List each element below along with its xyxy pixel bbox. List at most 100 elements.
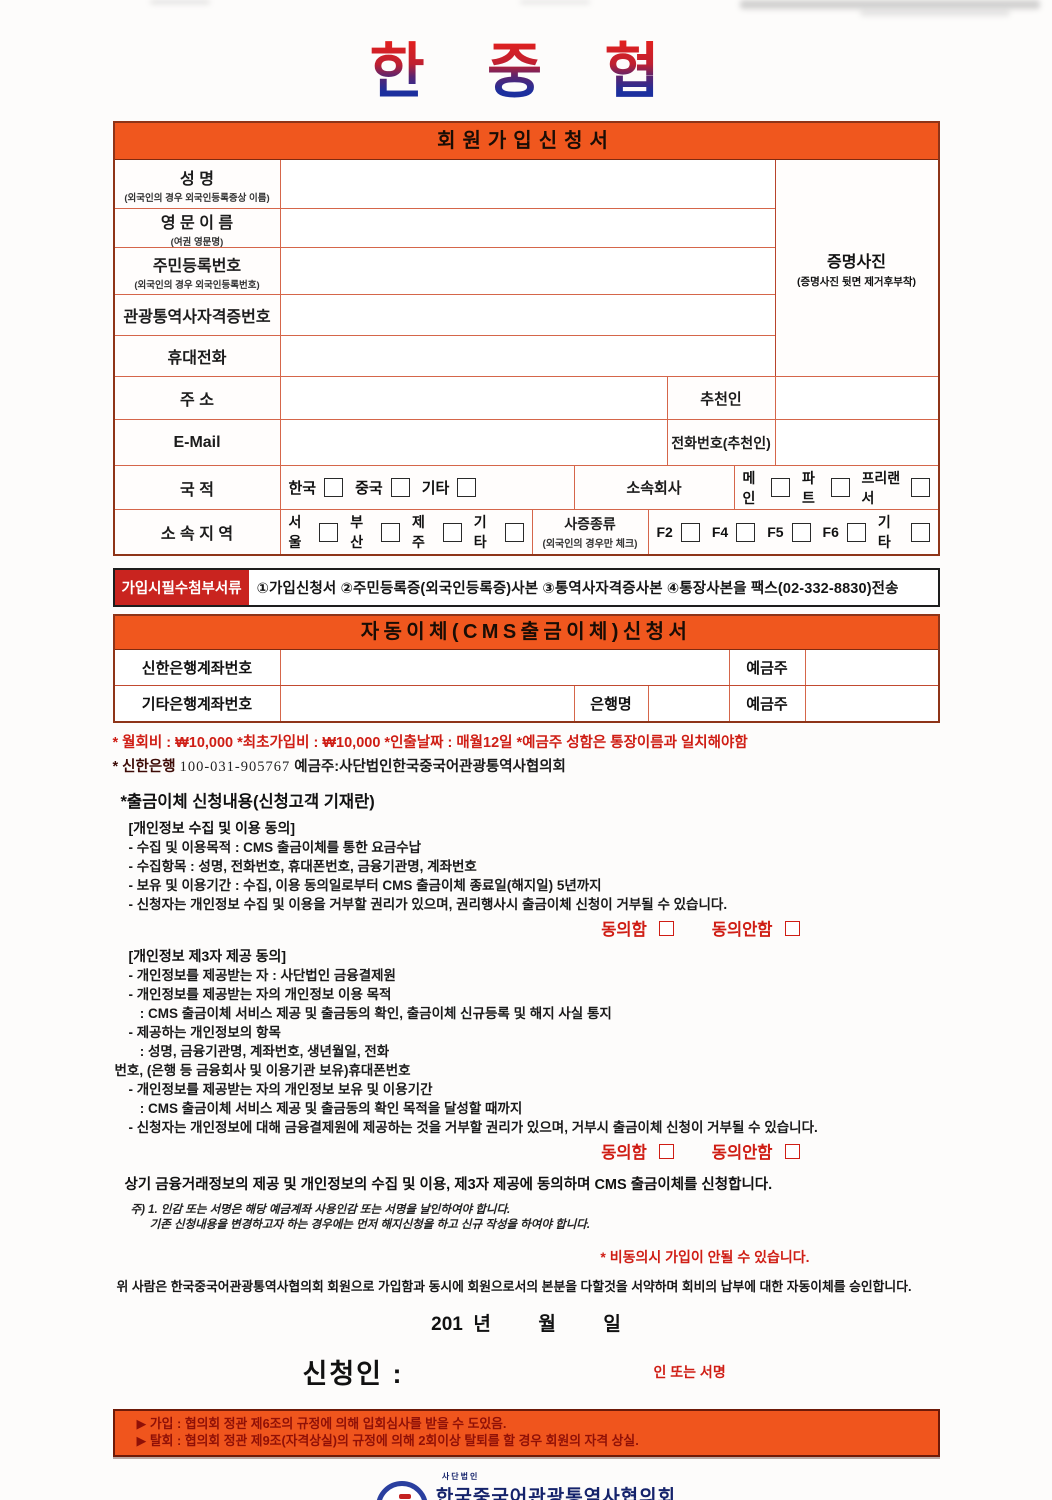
english-name-field[interactable] [279, 209, 775, 247]
rule-withdraw: ▶ 탈회 : 협의회 정관 제9조(자격상실)의 규정에 의해 2회이상 탈퇴를… [136, 1432, 639, 1448]
nationality-label: 국 적 [180, 481, 214, 499]
signature-row: 신청인 : 인 또는 서명 [113, 1352, 940, 1391]
license-number-field[interactable] [279, 295, 775, 335]
visa-etc-label: 기타 [877, 514, 891, 550]
visa-type-note: (외국인의 경우만 체크) [542, 539, 638, 550]
resident-number-row: 주민등록번호 (외국인의 경우 외국인등록번호) [114, 247, 775, 294]
resident-number-field[interactable] [279, 248, 775, 294]
company-freelancer-checkbox[interactable] [910, 478, 930, 497]
visa-f2-label: F2 [656, 524, 673, 540]
page-title: 한 중 협 [0, 40, 1052, 103]
company-part-checkbox[interactable] [830, 478, 850, 497]
name-label: 성 명 [180, 170, 214, 188]
name-sublabel: (외국인의 경우 외국인등록증상 이름) [124, 192, 270, 204]
photo-box[interactable]: 증명사진 (증명사진 뒷면 제거후부착) [774, 160, 938, 376]
nationality-kr-checkbox[interactable] [324, 478, 344, 497]
visa-f4-checkbox[interactable] [736, 522, 756, 542]
visa-f6-checkbox[interactable] [846, 522, 866, 542]
akct-logo: AKCT [375, 1480, 428, 1500]
license-number-row: 관광통역사자격증번호 [114, 294, 775, 335]
resident-number-sublabel: (외국인의 경우 외국인등록번호) [134, 279, 260, 291]
company-part-label: 파트 [802, 469, 815, 506]
collect-agree-checkbox[interactable] [658, 920, 674, 936]
bank-name-label: 은행명 [573, 686, 648, 721]
collect-disagree-label: 동의안함 [711, 921, 773, 939]
membership-table-header: 회원가입신청서 [114, 123, 938, 160]
referrer-phone-field[interactable] [774, 420, 938, 465]
cms-table-header: 자동이체(CMS출금이체)신청서 [114, 616, 938, 650]
company-main-label: 메인 [742, 469, 756, 506]
referrer-field[interactable] [774, 377, 938, 419]
fee-note: * 월회비 : ₩10,000 *최초가입비 : ₩10,000 *인출날짜 :… [112, 735, 748, 751]
association-account-holder: 예금주:사단법인한국중국어관광통역사협의회 [294, 759, 566, 775]
applicant-label: 신청인 : [302, 1359, 404, 1389]
third-party-line: - 개인정보를 제공받는 자의 개인정보 이용 목적 [128, 987, 392, 1002]
company-main-checkbox[interactable] [771, 478, 790, 497]
photo-box-title: 증명사진 [827, 253, 886, 271]
privacy-collect-consent: [개인정보 수집 및 이용 동의] - 수집 및 이용목적 : CMS 출금이체… [113, 819, 940, 914]
region-row: 소 속 지 역 서울 부산 제주 기타 사증종류 (외국인의 경우만 체크) F… [114, 509, 938, 554]
resident-number-label: 주민등록번호 [152, 257, 242, 275]
visa-f2-checkbox[interactable] [680, 522, 700, 542]
organization-footer: AKCT 사단법인 한국중국어관광통역사협의회 The Alliance of … [113, 1471, 940, 1500]
shinhan-account-field[interactable] [279, 650, 729, 685]
other-holder-field[interactable] [804, 686, 938, 721]
address-field[interactable] [279, 377, 667, 419]
collect-disagree-checkbox[interactable] [784, 920, 800, 936]
org-name-korean: 한국중국어관광통역사협의회 [436, 1482, 676, 1500]
collect-consent-title: [개인정보 수집 및 이용 동의] [128, 820, 296, 836]
region-seoul-checkbox[interactable] [319, 522, 339, 542]
third-party-line: : CMS 출금이체 서비스 제공 및 출금동의 확인, 출금이체 신규등록 및… [128, 1006, 612, 1021]
visa-type-label: 사증종류 [564, 516, 616, 532]
other-account-label: 기타은행계좌번호 [141, 696, 253, 713]
mobile-field[interactable] [279, 336, 775, 376]
company-label: 소속회사 [626, 480, 682, 497]
other-account-row: 기타은행계좌번호 은행명 예금주 [114, 685, 938, 721]
third-party-disagree-label: 동의안함 [711, 1144, 773, 1162]
third-party-disagree-checkbox[interactable] [784, 1143, 800, 1159]
scan-artifact [860, 10, 1010, 16]
shinhan-holder-field[interactable] [804, 650, 938, 685]
region-jeju-checkbox[interactable] [442, 522, 462, 542]
region-busan-label: 부산 [350, 514, 364, 550]
third-party-line: - 개인정보를 제공받는 자 : 사단법인 금융결제원 [128, 968, 396, 983]
third-party-agree-label: 동의함 [601, 1144, 647, 1162]
other-holder-label: 예금주 [728, 686, 805, 721]
membership-pledge: 위 사람은 한국중국어관광통역사협의회 회원으로 가입함과 동시에 회원으로서의… [116, 1279, 912, 1294]
bank-name-field[interactable] [647, 686, 729, 721]
cms-table: 자동이체(CMS출금이체)신청서 신한은행계좌번호 예금주 기타은행계좌번호 은… [112, 614, 940, 723]
attachment-notice-label: 가입시필수첨부서류 [114, 570, 249, 605]
other-account-field[interactable] [279, 686, 574, 721]
third-party-agree-checkbox[interactable] [658, 1143, 674, 1159]
third-party-line: : CMS 출금이체 서비스 제공 및 출금동의 확인 목적을 달성할 때까지 [128, 1101, 523, 1116]
seal-note-1: 주) 1. 인감 또는 서명은 해당 예금계좌 사용인감 또는 서명을 날인하여… [130, 1204, 511, 1216]
visa-f5-checkbox[interactable] [791, 522, 811, 542]
membership-table: 회원가입신청서 성 명 (외국인의 경우 외국인등록증상 이름) 영 문 이 름 [112, 121, 940, 556]
visa-etc-checkbox[interactable] [910, 522, 930, 542]
name-field[interactable] [279, 160, 775, 208]
scan-artifact [150, 0, 210, 4]
third-party-consent-title: [개인정보 제3자 제공 동의] [128, 948, 287, 964]
logo-red-accent [398, 1493, 411, 1499]
english-name-label: 영 문 이 름 [160, 214, 234, 232]
english-name-row: 영 문 이 름 (여권 영문명) [114, 208, 775, 248]
association-bank: * 신한은행 [112, 759, 176, 775]
nationality-cn-checkbox[interactable] [390, 478, 410, 497]
third-party-line: - 제공하는 개인정보의 항목 [128, 1025, 281, 1040]
visa-f5-label: F5 [767, 524, 784, 540]
association-account-line: * 신한은행 100-031-905767 예금주:사단법인한국중국어관광통역사… [113, 755, 940, 776]
seal-note-2: 기존 신청내용을 변경하고자 하는 경우에는 먼저 해지신청을 하고 신규 작성… [130, 1219, 591, 1231]
email-field[interactable] [279, 420, 667, 465]
scan-artifact [520, 0, 590, 4]
region-busan-checkbox[interactable] [381, 522, 400, 542]
nationality-etc-checkbox[interactable] [457, 478, 477, 497]
visa-f4-label: F4 [711, 524, 729, 540]
region-etc-checkbox[interactable] [504, 522, 524, 542]
nationality-cn-label: 중국 [355, 480, 383, 497]
third-party-line: : 성명, 금융기관명, 계좌번호, 생년월일, 전화 [128, 1044, 390, 1059]
english-name-sublabel: (여권 영문명) [170, 236, 224, 248]
region-label: 소 속 지 역 [160, 526, 234, 543]
shinhan-account-label: 신한은행계좌번호 [141, 660, 253, 677]
shinhan-holder-label: 예금주 [728, 650, 805, 685]
